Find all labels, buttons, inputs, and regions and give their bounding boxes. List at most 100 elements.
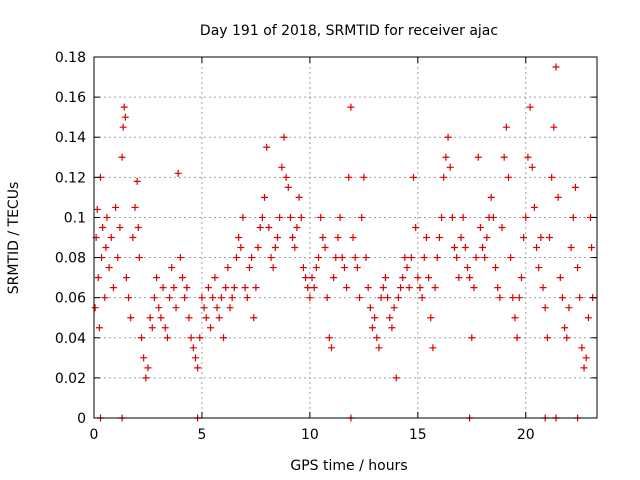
data-point bbox=[392, 374, 400, 382]
y-tick-label: 0.12 bbox=[55, 170, 86, 186]
data-point bbox=[504, 173, 512, 181]
data-point bbox=[526, 103, 534, 111]
data-point bbox=[297, 213, 305, 221]
data-point bbox=[95, 324, 103, 332]
data-point bbox=[513, 334, 521, 342]
data-point bbox=[102, 244, 110, 252]
data-point bbox=[228, 294, 236, 302]
x-tick-label: 10 bbox=[301, 427, 319, 443]
data-point bbox=[239, 213, 247, 221]
data-point bbox=[220, 334, 228, 342]
data-point bbox=[250, 314, 258, 322]
data-point bbox=[563, 334, 571, 342]
data-point bbox=[574, 264, 582, 272]
data-point bbox=[578, 344, 586, 352]
data-point bbox=[315, 254, 323, 262]
data-point bbox=[520, 234, 528, 241]
data-point bbox=[289, 234, 297, 241]
data-point bbox=[286, 213, 294, 221]
data-point bbox=[358, 213, 366, 221]
data-point bbox=[122, 274, 130, 282]
data-point bbox=[420, 254, 428, 262]
data-point bbox=[364, 284, 372, 292]
data-point bbox=[284, 183, 292, 191]
data-point bbox=[142, 374, 150, 382]
data-point bbox=[500, 153, 508, 161]
data-point bbox=[317, 213, 325, 221]
data-point bbox=[530, 203, 538, 211]
data-point bbox=[261, 193, 269, 201]
data-point bbox=[179, 274, 187, 282]
data-point bbox=[121, 113, 129, 121]
data-point bbox=[533, 244, 541, 252]
data-point bbox=[565, 304, 573, 312]
data-point bbox=[353, 264, 361, 272]
data-point bbox=[310, 284, 318, 292]
data-point bbox=[150, 294, 158, 302]
data-point bbox=[276, 213, 284, 221]
data-point bbox=[254, 244, 262, 252]
data-point bbox=[118, 153, 126, 161]
data-point bbox=[546, 234, 554, 241]
data-point bbox=[187, 334, 195, 342]
data-point bbox=[119, 123, 127, 131]
data-point bbox=[176, 254, 184, 262]
data-point bbox=[463, 264, 471, 272]
data-point bbox=[507, 254, 515, 262]
data-point bbox=[455, 274, 463, 282]
data-point bbox=[427, 314, 435, 322]
data-point bbox=[537, 234, 545, 241]
data-point bbox=[401, 254, 409, 262]
data-point bbox=[191, 354, 199, 362]
data-point bbox=[541, 304, 549, 312]
x-tick-label: 5 bbox=[197, 427, 206, 443]
data-point bbox=[377, 294, 385, 302]
data-point bbox=[230, 284, 238, 292]
data-point bbox=[481, 254, 489, 262]
data-point bbox=[569, 213, 577, 221]
y-tick-label: 0.08 bbox=[55, 251, 86, 267]
data-point bbox=[325, 334, 333, 342]
data-point bbox=[444, 133, 452, 141]
data-point bbox=[207, 324, 215, 332]
data-point bbox=[267, 254, 275, 262]
data-point bbox=[134, 223, 142, 231]
data-point bbox=[258, 213, 266, 221]
chart-title: Day 191 of 2018, SRMTID for receiver aja… bbox=[200, 23, 498, 39]
data-point bbox=[196, 334, 204, 342]
data-point bbox=[407, 254, 415, 262]
data-point bbox=[163, 334, 171, 342]
data-point bbox=[528, 163, 536, 171]
data-point bbox=[509, 294, 517, 302]
data-point bbox=[498, 223, 506, 231]
y-tick-label: 0.02 bbox=[55, 371, 86, 387]
data-point bbox=[204, 284, 212, 292]
data-point bbox=[440, 173, 448, 181]
data-point bbox=[394, 294, 402, 302]
data-point bbox=[99, 223, 107, 231]
data-point bbox=[580, 364, 588, 372]
data-point bbox=[183, 284, 191, 292]
data-point bbox=[403, 264, 411, 272]
data-point bbox=[515, 294, 523, 302]
y-tick-label: 0.16 bbox=[55, 90, 86, 106]
data-point bbox=[323, 294, 331, 302]
data-point bbox=[93, 205, 101, 213]
data-point bbox=[129, 234, 137, 241]
data-point bbox=[271, 244, 279, 252]
y-tick-label: 0.04 bbox=[55, 331, 86, 347]
data-point bbox=[291, 244, 299, 252]
data-point bbox=[105, 264, 113, 272]
data-point bbox=[209, 294, 217, 302]
data-points bbox=[91, 63, 597, 422]
data-point bbox=[349, 234, 357, 241]
data-point bbox=[256, 223, 264, 231]
data-point bbox=[539, 284, 547, 292]
x-tick-label: 20 bbox=[517, 427, 535, 443]
data-point bbox=[172, 304, 180, 312]
data-point bbox=[114, 254, 122, 262]
data-point bbox=[511, 314, 519, 322]
data-point bbox=[571, 183, 579, 191]
data-point bbox=[345, 173, 353, 181]
data-point bbox=[235, 234, 243, 241]
